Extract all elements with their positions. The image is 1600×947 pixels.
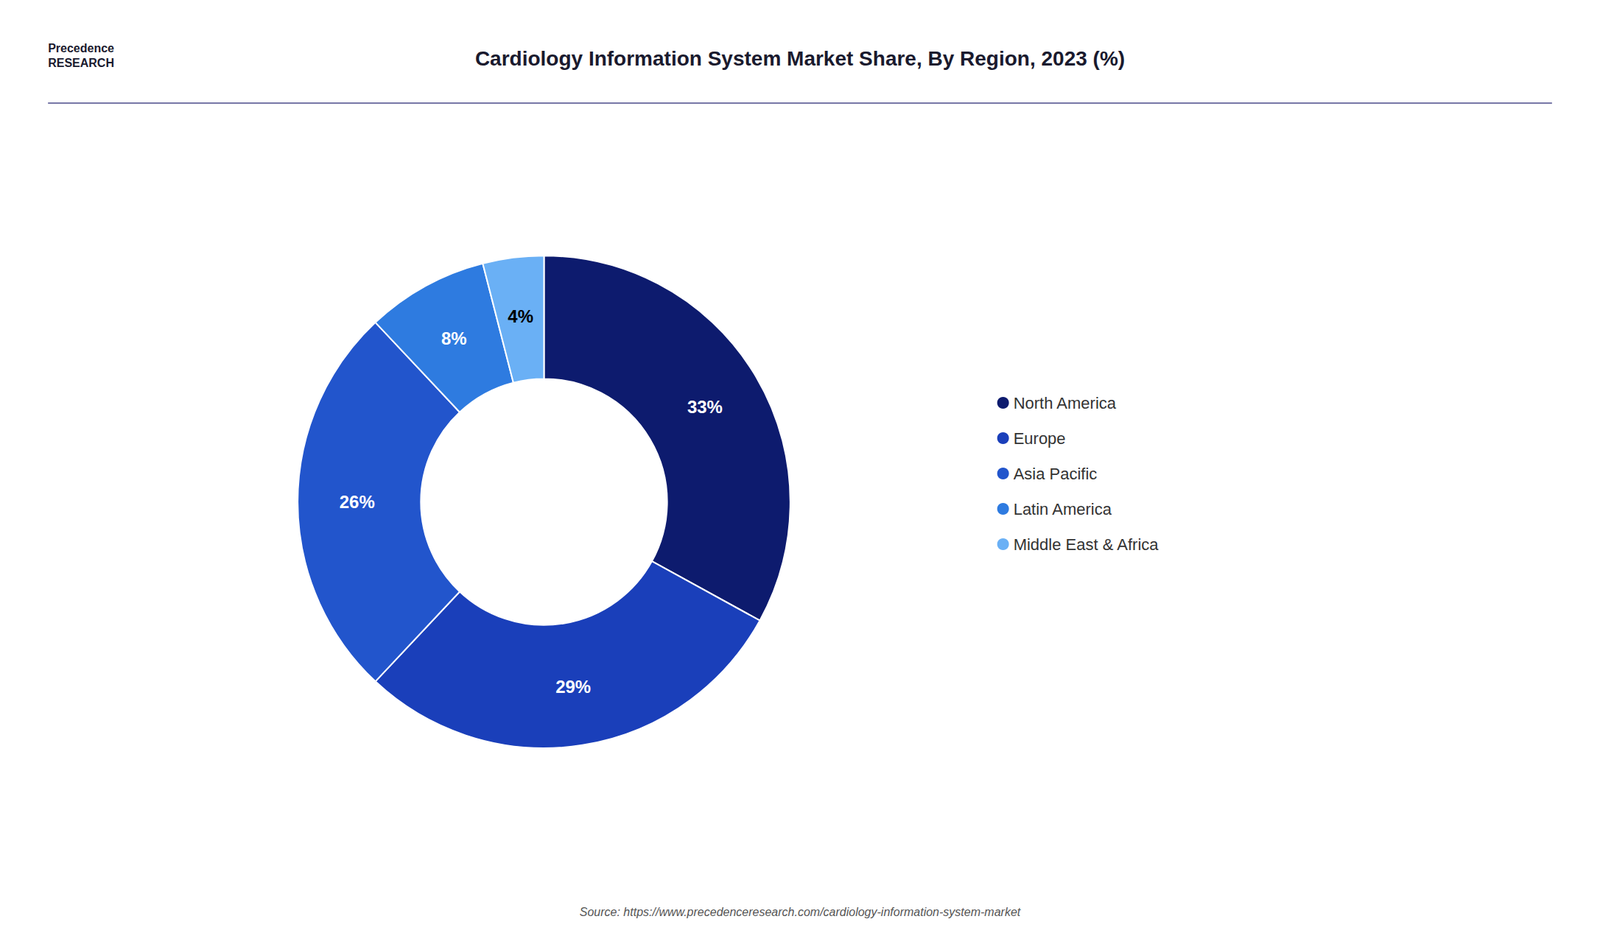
- svg-text:Cardiology Information System: Cardiology Information System Market Sha…: [475, 47, 1125, 70]
- svg-text:26%: 26%: [339, 492, 375, 512]
- svg-text:Europe: Europe: [1013, 429, 1066, 448]
- svg-text:33%: 33%: [687, 397, 723, 417]
- svg-text:29%: 29%: [555, 676, 591, 697]
- svg-text:RESEARCH: RESEARCH: [47, 56, 115, 70]
- svg-text:North America: North America: [1013, 394, 1117, 413]
- svg-text:Asia Pacific: Asia Pacific: [1013, 464, 1098, 484]
- svg-text:4%: 4%: [507, 306, 534, 327]
- svg-text:Middle East & Africa: Middle East & Africa: [1013, 535, 1160, 554]
- svg-text:Precedence: Precedence: [47, 41, 115, 55]
- svg-text:Latin America: Latin America: [1013, 500, 1113, 519]
- svg-text:Source: https://www.precedence: Source: https://www.precedenceresearch.c…: [579, 906, 1021, 919]
- svg-text:8%: 8%: [441, 328, 468, 349]
